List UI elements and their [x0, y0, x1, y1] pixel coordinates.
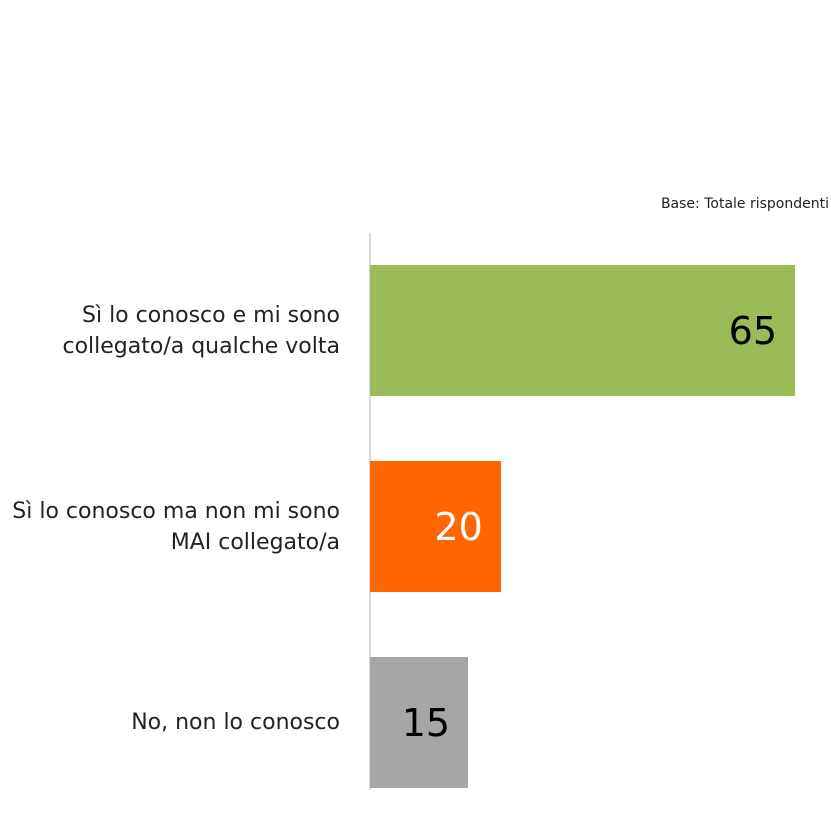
- category-label: No, non lo conosco: [131, 710, 340, 735]
- bar: 15: [370, 657, 469, 788]
- bar: 65: [370, 265, 795, 396]
- bar: 20: [370, 461, 501, 592]
- subtitle: Base: Totale rispondenti: [660, 196, 829, 212]
- value-label: 15: [401, 700, 451, 745]
- category-label: Sì lo conosco ma non mi sono MAI collega…: [12, 498, 340, 555]
- value-label: 20: [434, 504, 483, 549]
- category-label: Sì lo conosco e mi sono collegato/a qual…: [62, 302, 340, 359]
- value-label: 65: [728, 308, 777, 353]
